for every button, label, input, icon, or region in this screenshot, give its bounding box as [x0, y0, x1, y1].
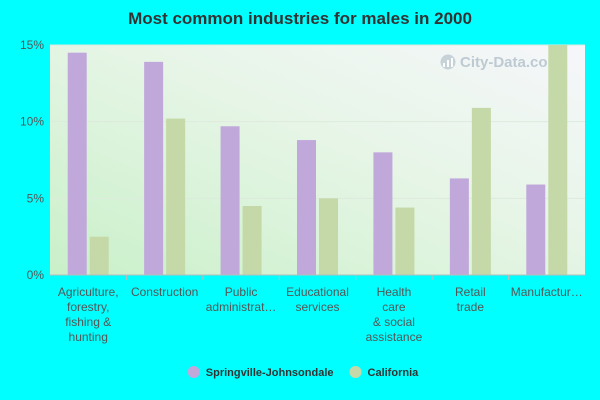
watermark: City-Data.com — [440, 54, 561, 71]
legend: Springville-Johnsondale California — [187, 366, 420, 379]
bar-springville-johnsondale — [373, 152, 393, 275]
x-tick-label: Public administrat… — [206, 285, 277, 314]
legend-label: California — [368, 367, 420, 379]
legend-swatch — [187, 366, 200, 378]
y-tick-label: 15% — [20, 38, 44, 52]
x-tick-label: Manufactur… — [511, 285, 583, 299]
bar-california — [166, 118, 186, 275]
bar-springville-johnsondale — [144, 61, 164, 275]
x-tick-label: Agriculture, forestry, fishing & hunting — [58, 285, 119, 344]
watermark-logo-icon — [440, 54, 456, 70]
legend-label: Springville-Johnsondale — [206, 367, 334, 379]
grid — [50, 44, 585, 199]
plot-background — [50, 45, 585, 275]
y-axis: 0% 5% 10% 15% — [20, 38, 44, 282]
y-tick-label: 10% — [20, 115, 44, 129]
y-tick-label: 0% — [27, 268, 45, 282]
legend-swatch — [349, 366, 362, 378]
bar-california — [89, 236, 109, 275]
legend-item: California — [349, 366, 420, 379]
bars — [67, 45, 568, 276]
bar-california — [395, 207, 415, 275]
x-tick-label: Health care & social assistance — [366, 285, 423, 344]
chart-title: Most common industries for males in 2000 — [128, 9, 472, 28]
x-tick-label: Retail trade — [455, 285, 486, 314]
watermark-text: City-Data.com — [460, 54, 561, 71]
x-tick-label: Construction — [131, 285, 198, 299]
y-tick-label: 5% — [27, 191, 45, 205]
bar-springville-johnsondale — [526, 184, 546, 275]
bar-springville-johnsondale — [297, 140, 316, 275]
legend-item: Springville-Johnsondale — [187, 366, 334, 379]
bar-california — [548, 45, 568, 275]
bar-springville-johnsondale — [67, 52, 87, 275]
bar-california — [242, 206, 262, 275]
x-tick-label: Educational services — [286, 285, 349, 314]
bar-california — [471, 107, 491, 275]
bar-california — [319, 198, 338, 275]
x-axis: Agriculture, forestry, fishing & hunting Con… — [50, 274, 585, 344]
bar-springville-johnsondale — [220, 126, 240, 276]
bar-springville-johnsondale — [449, 178, 469, 275]
